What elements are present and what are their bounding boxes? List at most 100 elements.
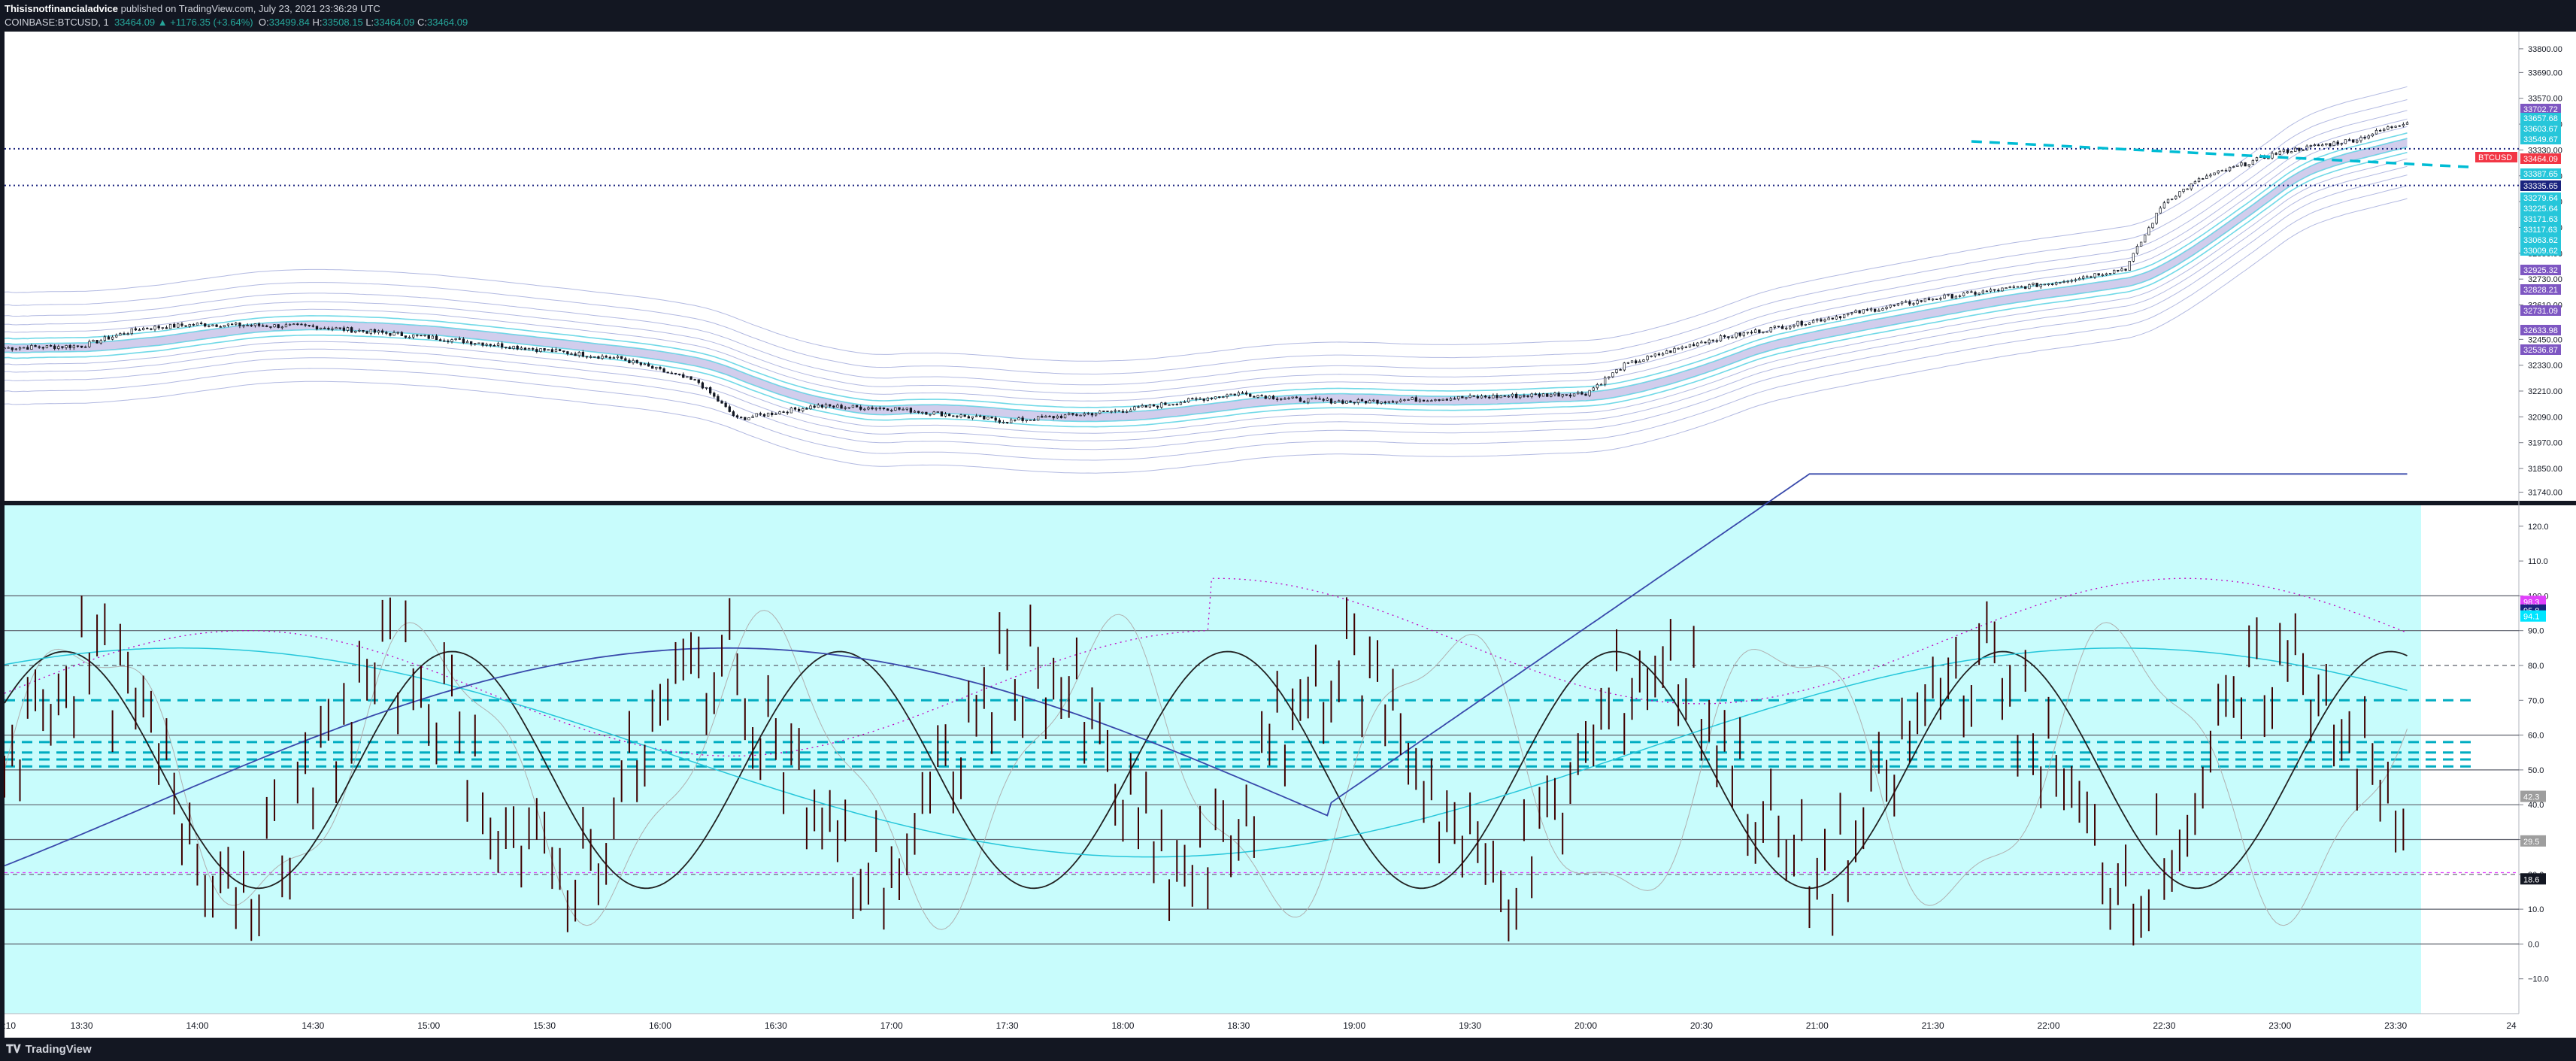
candle-body	[45, 345, 49, 349]
x-tick-label: 15:30	[533, 1020, 556, 1031]
price-tag	[2520, 134, 2561, 144]
x-tick-label: 23:00	[2268, 1020, 2291, 1031]
osc-y-tick-label: 40.0	[2528, 801, 2544, 810]
candle-body	[1796, 320, 1799, 326]
price-tag-label: 32536.87	[2523, 346, 2558, 355]
candle-body	[616, 356, 620, 359]
open-value: 33499.84	[268, 17, 310, 28]
author-name[interactable]: Thisisnotfinancialadvice	[5, 3, 118, 14]
candle-body	[635, 359, 638, 363]
candle-body	[1908, 301, 1911, 305]
price-tag-label: 33009.62	[2523, 247, 2558, 256]
candle-body	[554, 349, 558, 353]
candle-body	[782, 411, 785, 413]
chart-canvas[interactable]: 33800.0033690.0033570.0033450.0033330.00…	[0, 32, 2576, 1038]
candle-body	[998, 420, 1001, 423]
osc-y-tick-label: 120.0	[2528, 523, 2549, 532]
candle-body	[863, 408, 866, 411]
candle-body	[1457, 396, 1460, 399]
ribbon-band	[4, 138, 2408, 414]
candle-body	[1577, 392, 1580, 395]
candle-body	[2093, 273, 2096, 277]
candle-body	[771, 412, 774, 415]
candle-body	[103, 336, 107, 341]
ribbon-band	[4, 132, 2408, 408]
price-tag-label: 33702.72	[2523, 105, 2558, 114]
ribbon-band	[4, 151, 2408, 428]
candle-body	[1380, 402, 1383, 404]
candle-body	[68, 345, 71, 348]
candle-body	[886, 408, 889, 411]
candle-body	[1214, 396, 1217, 399]
tradingview-logo[interactable]: 𝐓𝐕 TradingView	[6, 1043, 92, 1056]
candle-body	[404, 335, 408, 338]
candle-body	[126, 333, 129, 335]
time-axis-bg	[5, 1014, 2576, 1038]
candle-body	[2378, 129, 2382, 132]
candle-body	[489, 344, 492, 346]
high-value: 33508.15	[322, 17, 363, 28]
candle-body	[2251, 160, 2254, 165]
candle-body	[1083, 413, 1086, 416]
candle-body	[219, 326, 222, 328]
candle-body	[2286, 149, 2290, 153]
candle-body	[2005, 287, 2008, 290]
candle-body	[1700, 341, 1703, 344]
candle-body	[697, 379, 700, 383]
candle-body	[952, 415, 955, 417]
candle-body	[1391, 401, 1395, 403]
candle-body	[1326, 399, 1329, 401]
close-value: 33464.09	[427, 17, 468, 28]
trend-line	[1971, 140, 2473, 169]
candle-body	[1036, 416, 1040, 421]
candle-body	[1010, 419, 1013, 423]
candle-body	[2217, 170, 2220, 174]
candle-body	[1615, 369, 1618, 373]
candle-body	[2244, 162, 2247, 167]
candle-body	[820, 405, 824, 408]
candle-body	[1244, 393, 1248, 395]
candle-body	[2128, 260, 2131, 271]
candle-body	[1171, 404, 1174, 405]
candle-body	[2070, 280, 2073, 282]
candle-body	[1858, 310, 1861, 314]
candle-body	[300, 323, 303, 326]
x-tick-label: 21:00	[1806, 1020, 1829, 1031]
brand-name: TradingView	[25, 1043, 92, 1056]
candle-body	[438, 339, 442, 341]
candle-body	[1966, 291, 1969, 293]
osc-blue-line	[4, 473, 2408, 867]
chart-header: Thisisnotfinancialadvice published on Tr…	[0, 0, 2576, 32]
candle-body	[740, 417, 743, 419]
candle-body	[655, 366, 658, 369]
candle-body	[392, 332, 395, 336]
candle-body	[1329, 399, 1333, 404]
candle-body	[1719, 335, 1723, 341]
candle-body	[2155, 212, 2158, 224]
candle-body	[76, 345, 80, 347]
candle-body	[1206, 397, 1209, 401]
osc-tag	[2520, 873, 2546, 885]
price-tag-label: 33549.67	[2523, 135, 2558, 144]
candle-body	[1619, 369, 1622, 371]
candle-body	[1372, 399, 1375, 402]
candle-body	[2202, 178, 2205, 180]
candle-body	[1094, 413, 1098, 416]
candle-body	[2290, 151, 2293, 153]
candle-body	[1449, 398, 1453, 401]
ribbon-band	[4, 118, 2408, 394]
price-tag-label: BTCUSD	[2478, 153, 2512, 162]
candle-body	[2066, 280, 2069, 283]
candle-body	[593, 356, 596, 358]
candle-body	[2144, 235, 2147, 243]
candle-body	[1680, 347, 1683, 349]
price-tag	[2520, 224, 2561, 235]
oscillator-panel	[4, 473, 2519, 946]
candle-body	[913, 411, 917, 413]
candle-body	[2193, 181, 2197, 184]
candle-body	[296, 323, 299, 326]
candle-body	[1202, 398, 1205, 401]
symbol-name: COINBASE:BTCUSD, 1	[5, 17, 109, 28]
osc-y-tick-label: 70.0	[2528, 696, 2544, 705]
x-tick-label: 21:30	[1922, 1020, 1944, 1031]
